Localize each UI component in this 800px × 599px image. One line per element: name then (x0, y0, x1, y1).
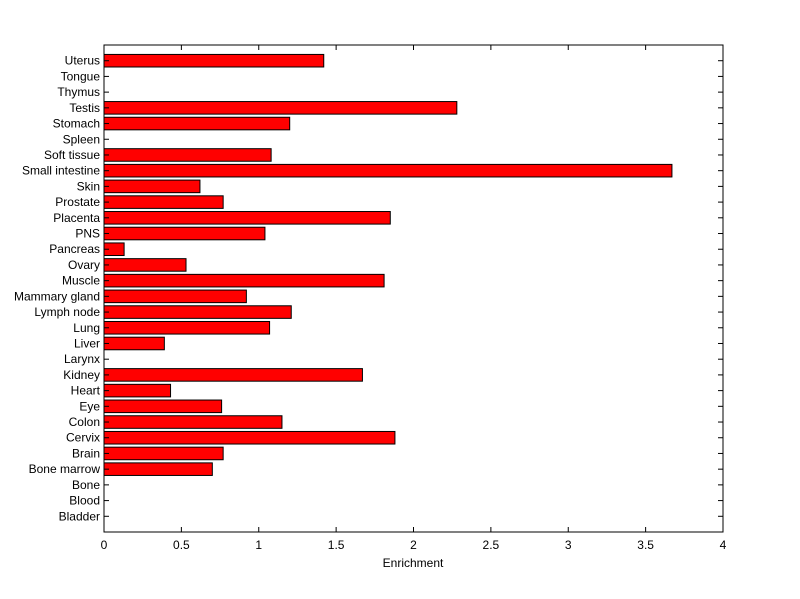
y-tick-label-mammary-gland: Mammary gland (14, 289, 100, 303)
bar-eye (103, 399, 223, 414)
bar-liver (103, 336, 165, 351)
bar-cervix (103, 430, 396, 445)
y-tick-label-tongue: Tongue (61, 69, 101, 83)
y-tick-label-lymph-node: Lymph node (34, 305, 100, 319)
y-tick-label-bladder: Bladder (59, 509, 100, 523)
y-tick-label-liver: Liver (74, 336, 100, 350)
bar-lung (103, 320, 271, 335)
y-tick-label-spleen: Spleen (63, 132, 100, 146)
y-tick-label-stomach: Stomach (53, 117, 100, 131)
y-tick-label-uterus: Uterus (65, 54, 100, 68)
y-tick-label-bone-marrow: Bone marrow (29, 462, 101, 476)
y-tick-label-small-intestine: Small intestine (22, 164, 100, 178)
bar-pns (103, 226, 266, 241)
bar-bone-marrow (103, 462, 213, 476)
x-tick-label-7: 3.5 (637, 538, 654, 552)
y-tick-label-ovary: Ovary (68, 258, 100, 272)
bar-colon (103, 415, 283, 429)
bar-stomach (103, 116, 291, 131)
y-tick-label-soft-tissue: Soft tissue (44, 148, 100, 162)
bars-group (103, 53, 673, 476)
x-tick-label-8: 4 (720, 538, 727, 552)
bar-small-intestine (103, 163, 673, 178)
y-tick-label-pancreas: Pancreas (49, 242, 100, 256)
y-tick-label-larynx: Larynx (64, 352, 100, 366)
x-tick-label-0: 0 (101, 538, 108, 552)
y-tick-label-kidney: Kidney (63, 368, 100, 382)
y-tick-label-brain: Brain (72, 446, 100, 460)
y-tick-label-heart: Heart (71, 384, 101, 398)
y-tick-label-eye: Eye (79, 399, 100, 413)
bar-ovary (103, 258, 187, 272)
y-tick-label-prostate: Prostate (55, 195, 100, 209)
y-tick-label-cervix: Cervix (66, 431, 100, 445)
y-tick-label-skin: Skin (77, 179, 100, 193)
x-tick-label-2: 1 (255, 538, 262, 552)
bar-prostate (103, 195, 224, 209)
bar-mammary-gland (103, 289, 247, 304)
bar-skin (103, 179, 201, 194)
y-tick-label-blood: Blood (69, 494, 100, 508)
bar-testis (103, 101, 458, 115)
bar-lymph-node (103, 305, 292, 319)
y-tick-label-colon: Colon (69, 415, 100, 429)
y-tick-label-testis: Testis (69, 101, 100, 115)
bar-soft-tissue (103, 148, 272, 162)
x-tick-label-1: 0.5 (173, 538, 190, 552)
bar-brain (103, 446, 224, 461)
bar-heart (103, 383, 172, 398)
y-tick-label-muscle: Muscle (62, 274, 100, 288)
bar-kidney (103, 368, 363, 382)
x-axis-title: Enrichment (383, 556, 444, 570)
bar-uterus (103, 53, 325, 68)
x-axis: 0 0.5 1 1.5 2 2.5 3 3.5 4 (101, 45, 727, 552)
y-tick-label-placenta: Placenta (53, 211, 100, 225)
x-tick-label-6: 3 (565, 538, 572, 552)
bar-muscle (103, 273, 385, 288)
x-tick-label-5: 2.5 (483, 538, 500, 552)
y-tick-label-thymus: Thymus (57, 85, 100, 99)
bar-placenta (103, 211, 391, 225)
y-tick-label-bone: Bone (72, 478, 100, 492)
y-tick-label-pns: PNS (75, 227, 100, 241)
x-tick-label-4: 2 (410, 538, 417, 552)
y-tick-label-lung: Lung (73, 321, 100, 335)
x-tick-label-3: 1.5 (328, 538, 345, 552)
